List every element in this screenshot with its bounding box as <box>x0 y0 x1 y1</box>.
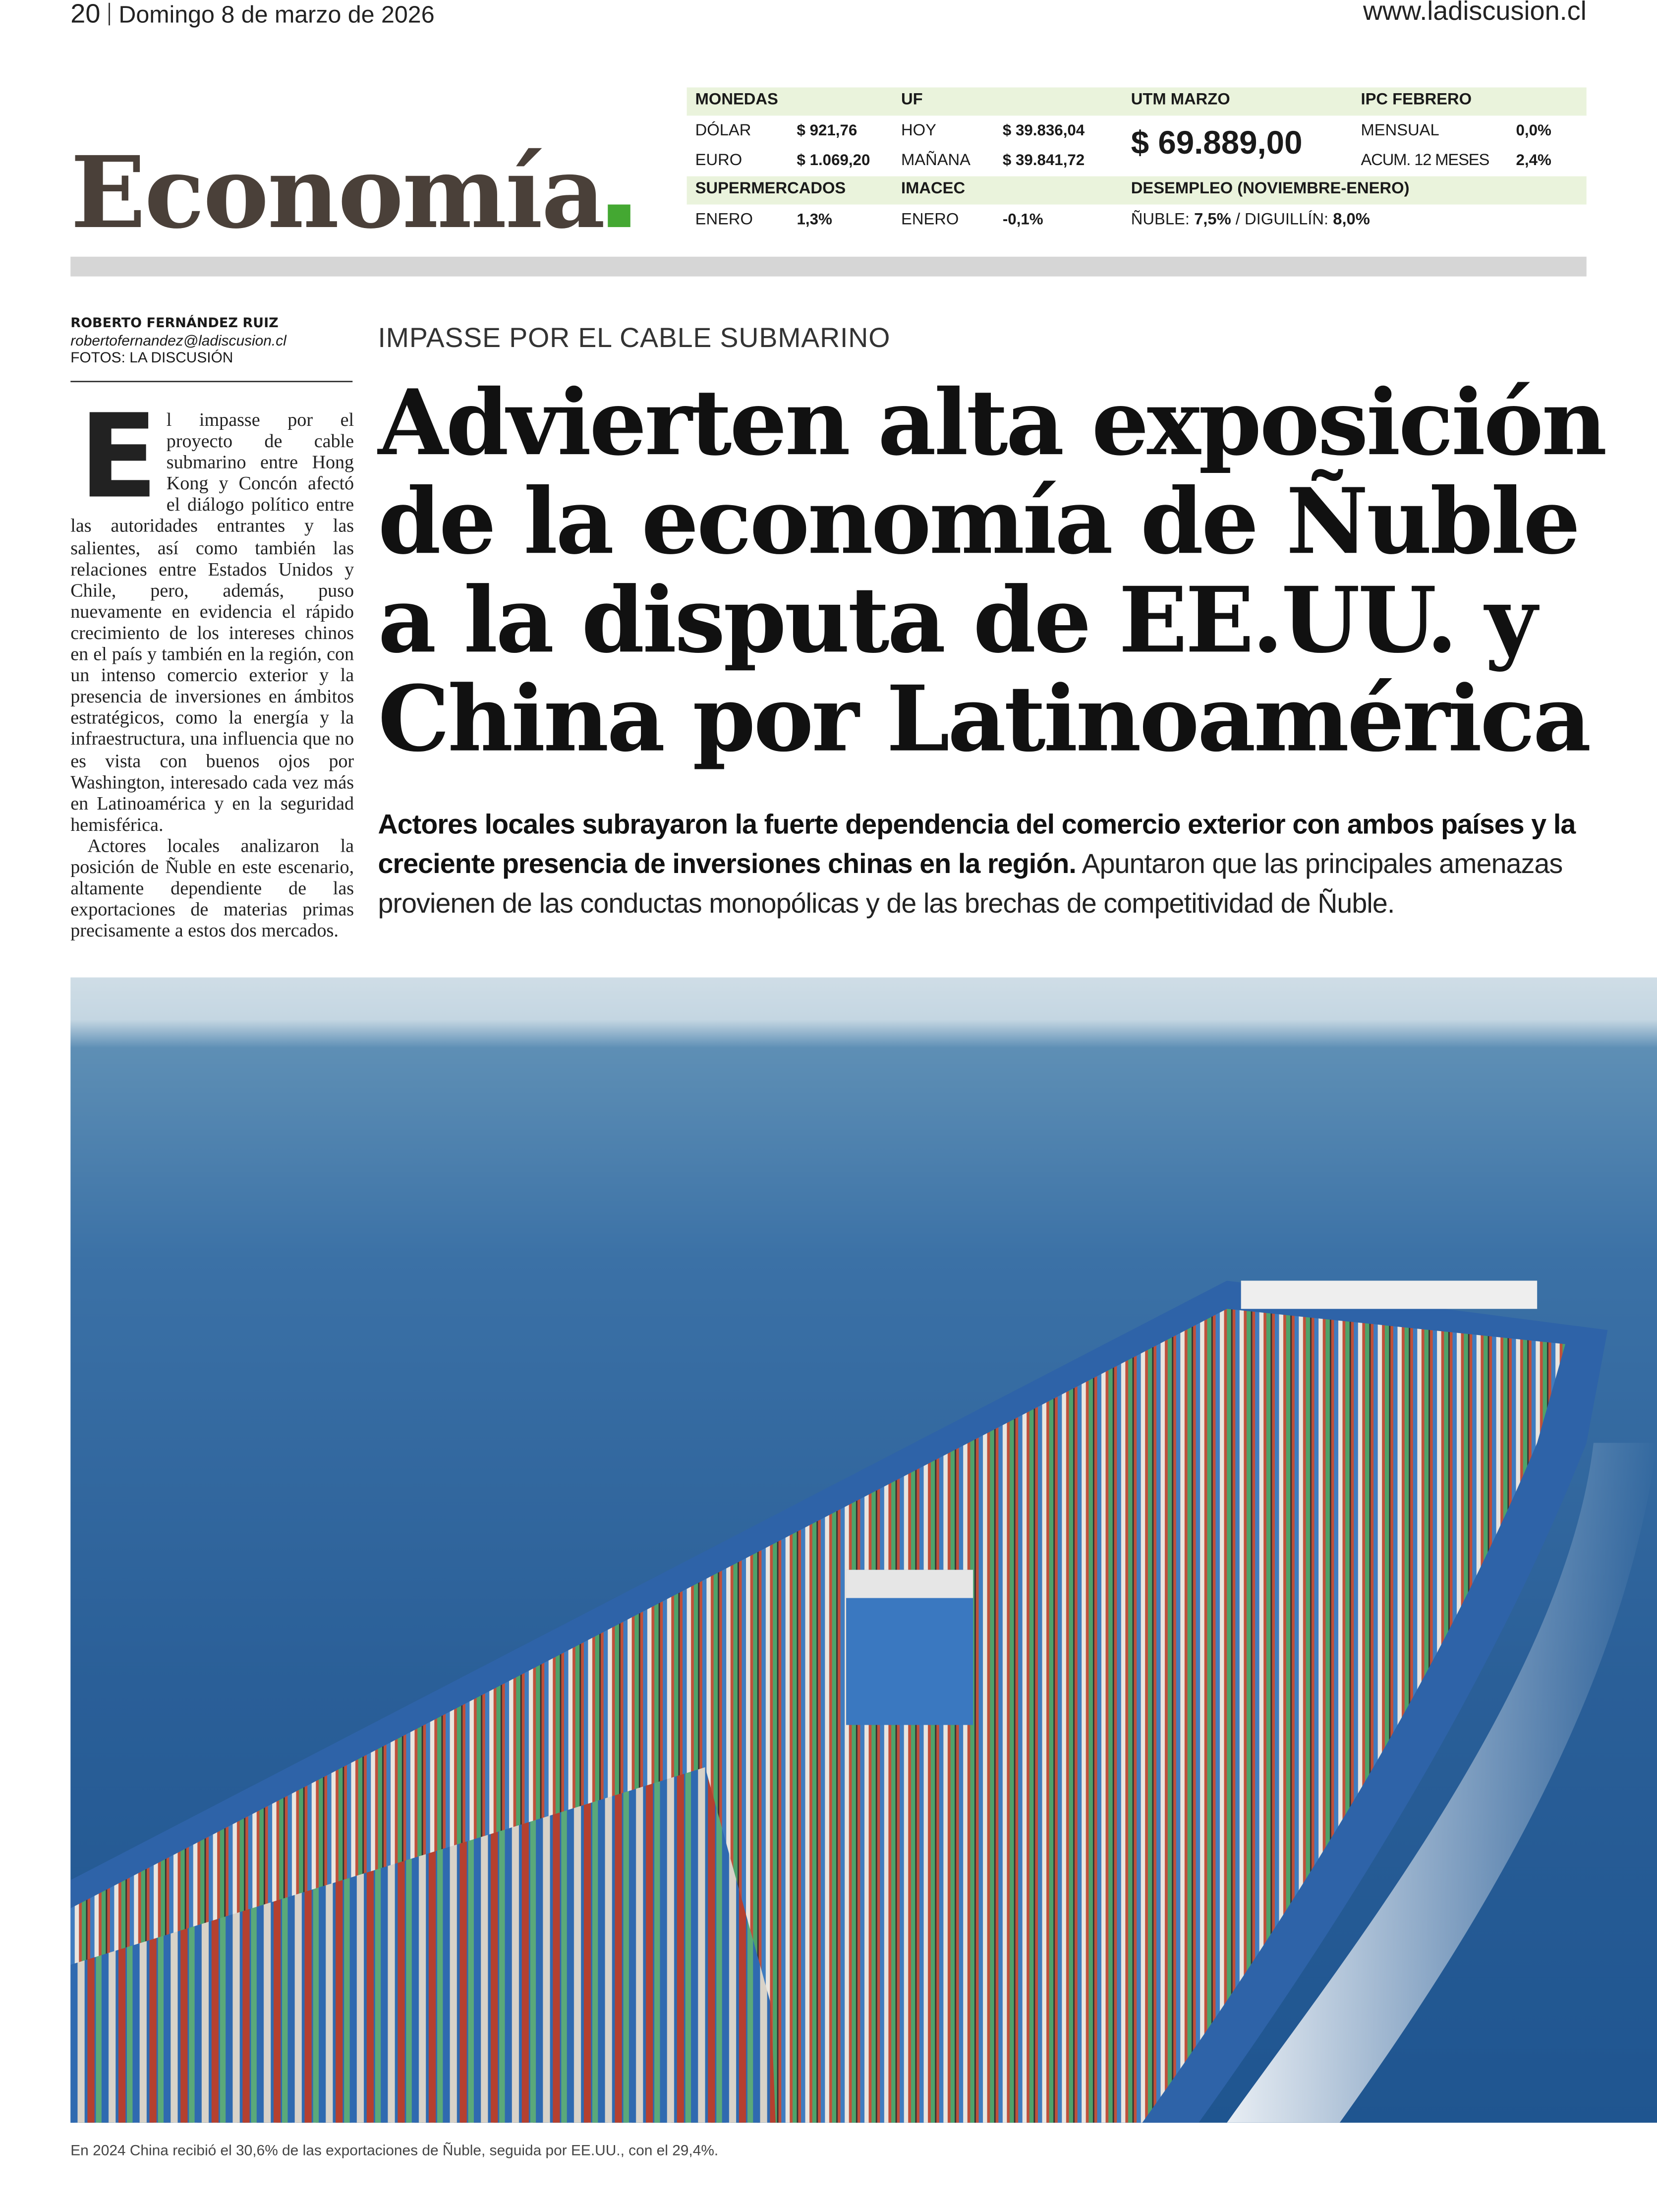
ipc-acum-value: 2,4% <box>1516 152 1551 170</box>
desempleo-label: DESEMPLEO (NOVIEMBRE-ENERO) <box>1131 180 1410 198</box>
supermercados-month: ENERO <box>695 211 753 229</box>
imacec-value: -0,1% <box>1002 211 1043 229</box>
dolar-label: DÓLAR <box>695 122 751 140</box>
divider <box>70 381 353 383</box>
drop-cap: E <box>79 391 158 525</box>
separator: / <box>1235 211 1240 229</box>
ship-bow-superstructure <box>1241 1281 1538 1309</box>
issue-date: Domingo 8 de marzo de 2026 <box>118 1 435 28</box>
site-url[interactable]: www.ladiscusion.cl <box>1363 0 1587 27</box>
headline: Advierten alta exposición de la economía… <box>378 371 1607 773</box>
uf-hoy-value: $ 39.836,04 <box>1002 122 1085 140</box>
diguillin-value: 8,0% <box>1333 211 1370 229</box>
diguillin-label: DIGUILLÍN: <box>1245 211 1329 229</box>
utm-value: $ 69.889,00 <box>1131 124 1303 161</box>
ipc-acum-label: ACUM. 12 MESES <box>1361 152 1490 170</box>
container-stack <box>70 1767 804 2123</box>
folio: 20 Domingo 8 de marzo de 2026 <box>70 0 434 31</box>
supermercados-label: SUPERMERCADOS <box>695 180 846 198</box>
uf-manana-value: $ 39.841,72 <box>1002 152 1085 170</box>
bridge-top <box>846 1570 973 1598</box>
header-band <box>686 87 1587 116</box>
deck-regular: Apuntaron que las principales amenazas p… <box>378 849 1563 920</box>
uf-manana-label: MAÑANA <box>901 152 971 170</box>
euro-label: EURO <box>695 152 743 170</box>
ipc-mensual-value: 0,0% <box>1516 122 1551 140</box>
indicators-table: MONEDAS UF UTM MARZO IPC FEBRERO DÓLAR $… <box>686 87 1587 242</box>
desempleo-values: ÑUBLE: 7,5% / DIGUILLÍN: 8,0% <box>1131 212 1370 229</box>
kicker: IMPASSE POR EL CABLE SUBMARINO <box>378 323 891 354</box>
header-band <box>686 176 1587 205</box>
nuble-value: 7,5% <box>1194 211 1231 229</box>
euro-value: $ 1.069,20 <box>797 152 870 170</box>
utm-label: UTM MARZO <box>1131 91 1230 109</box>
container-ship-photo <box>70 977 1657 2123</box>
page-number: 20 <box>70 0 101 30</box>
uf-label: UF <box>901 91 923 109</box>
paragraph-text: l impasse por el proyecto de cable subma… <box>70 409 354 835</box>
byline: ROBERTO FERNÁNDEZ RUIZ robertofernandez@… <box>70 316 352 366</box>
container-stack <box>761 1711 1086 2123</box>
monedas-label: MONEDAS <box>695 91 778 109</box>
author-name: ROBERTO FERNÁNDEZ RUIZ <box>70 316 279 332</box>
photo-caption: En 2024 China recibió el 30,6% de las ex… <box>70 2142 719 2159</box>
divider <box>109 2 111 26</box>
ship-wake <box>1227 1443 1657 2123</box>
photo-credit: FOTOS: LA DISCUSIÓN <box>70 349 233 367</box>
deck-bold: Actores locales subrayaron la fuerte dep… <box>378 810 1576 880</box>
ship-illustration <box>70 1281 1657 2123</box>
uf-hoy-label: HOY <box>901 122 936 140</box>
section-title-text: Economía <box>70 134 605 251</box>
dolar-value: $ 921,76 <box>797 122 857 140</box>
imacec-month: ENERO <box>901 211 959 229</box>
ipc-mensual-label: MENSUAL <box>1361 122 1439 140</box>
green-square-icon <box>608 204 631 228</box>
header-divider-bar <box>70 256 1587 277</box>
author-email[interactable]: robertofernandez@ladiscusion.cl <box>70 333 286 350</box>
ipc-label: IPC FEBRERO <box>1361 91 1472 109</box>
nuble-label: ÑUBLE: <box>1131 211 1190 229</box>
paragraph: Actores locales analizaron la posición d… <box>70 834 354 941</box>
deck: Actores locales subrayaron la fuerte dep… <box>378 806 1619 924</box>
supermercados-value: 1,3% <box>797 211 832 229</box>
imacec-label: IMACEC <box>901 180 966 198</box>
section-title: Economía <box>70 130 631 257</box>
